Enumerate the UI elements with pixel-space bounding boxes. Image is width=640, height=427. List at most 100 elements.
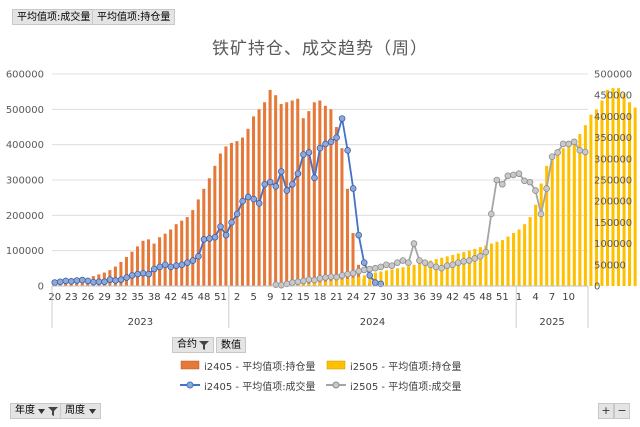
bar: [412, 264, 416, 286]
x-tick-label: 20: [48, 292, 61, 303]
bar: [307, 283, 311, 286]
bar: [296, 284, 300, 286]
zoom-out-button[interactable]: −: [614, 403, 630, 419]
contract-field-button[interactable]: 合约: [172, 337, 214, 353]
data-point: [449, 261, 456, 269]
bar: [617, 88, 621, 286]
bar: [594, 109, 598, 286]
year-field-button[interactable]: 年度: [10, 403, 63, 419]
data-point: [255, 200, 263, 207]
bar: [589, 114, 593, 286]
bar: [390, 269, 394, 286]
bar: [523, 224, 527, 286]
data-point: [565, 140, 572, 148]
y-left-tick-label: 0: [38, 282, 44, 293]
bar: [324, 281, 328, 286]
data-point: [79, 276, 86, 284]
data-point: [394, 259, 401, 266]
bar: [484, 245, 488, 286]
x-tick-label: 4: [532, 292, 538, 303]
data-point: [266, 178, 274, 186]
x-tick-label: 12: [280, 292, 293, 303]
x-tick-label: 38: [148, 292, 161, 303]
data-point: [289, 279, 296, 286]
data-point: [543, 185, 550, 192]
bar: [246, 128, 250, 286]
bar: [517, 229, 521, 286]
data-point: [576, 147, 584, 154]
x-tick-label: 42: [164, 292, 177, 303]
bar: [445, 256, 449, 286]
bar: [583, 125, 587, 286]
y-right-tick-label: 400000: [594, 112, 632, 123]
data-point: [161, 261, 169, 269]
data-point: [278, 168, 285, 175]
data-point: [200, 236, 208, 243]
bar: [633, 107, 637, 286]
bar: [152, 243, 156, 286]
data-point: [427, 261, 434, 269]
bar: [567, 144, 571, 286]
bar: [578, 134, 582, 286]
data-point: [338, 272, 346, 279]
x-tick-label: 24: [347, 292, 360, 303]
bar: [196, 199, 200, 286]
data-point: [300, 151, 307, 158]
bar: [456, 253, 460, 286]
bar: [335, 280, 339, 286]
data-point: [305, 149, 313, 156]
bar: [318, 100, 322, 286]
x-year-label: 2025: [539, 317, 564, 328]
bar: [174, 224, 178, 286]
x-tick-label: 2: [234, 292, 240, 303]
x-tick-label: 23: [65, 292, 78, 303]
data-point: [360, 266, 368, 274]
x-tick-label: 45: [463, 292, 476, 303]
x-year-label: 2024: [360, 317, 385, 328]
bar: [113, 266, 117, 286]
y-left-tick-label: 100000: [6, 246, 44, 257]
data-point: [261, 180, 269, 188]
data-point: [305, 276, 313, 283]
data-point: [344, 270, 351, 278]
data-point: [294, 278, 302, 286]
bar: [345, 188, 349, 286]
x-tick-label: 42: [446, 292, 459, 303]
zoom-in-button[interactable]: +: [598, 403, 614, 419]
bar: [158, 237, 162, 286]
data-point: [499, 180, 506, 188]
y-right-tick-label: 150000: [594, 218, 632, 229]
week-field-button[interactable]: 周度: [60, 403, 101, 419]
data-point: [482, 248, 490, 256]
data-point: [438, 264, 445, 272]
bar: [423, 261, 427, 286]
bar: [545, 165, 549, 286]
data-point: [349, 269, 357, 277]
data-point: [117, 276, 125, 283]
data-point: [366, 265, 374, 273]
bar: [191, 210, 195, 286]
data-point: [388, 262, 396, 269]
avg-open-interest-field-button[interactable]: 平均值项:持仓量: [92, 9, 176, 25]
data-point: [233, 210, 241, 218]
data-point: [173, 262, 180, 269]
bar: [351, 233, 355, 286]
data-point: [349, 185, 357, 192]
bar: [285, 102, 289, 287]
bar: [163, 233, 167, 286]
bar: [340, 279, 344, 286]
bar: [534, 204, 538, 286]
data-point: [377, 263, 385, 271]
bar: [296, 98, 300, 286]
data-point: [56, 278, 64, 286]
x-tick-label: 10: [562, 292, 575, 303]
dropdown-arrow-icon: [38, 408, 45, 414]
bar: [605, 89, 610, 287]
bar: [489, 243, 493, 286]
data-point: [250, 195, 257, 203]
data-point: [90, 278, 97, 286]
values-field-button[interactable]: 数值: [216, 337, 246, 353]
bar: [119, 261, 123, 286]
x-tick-label: 5: [251, 292, 257, 303]
x-tick-label: 7: [549, 292, 555, 303]
